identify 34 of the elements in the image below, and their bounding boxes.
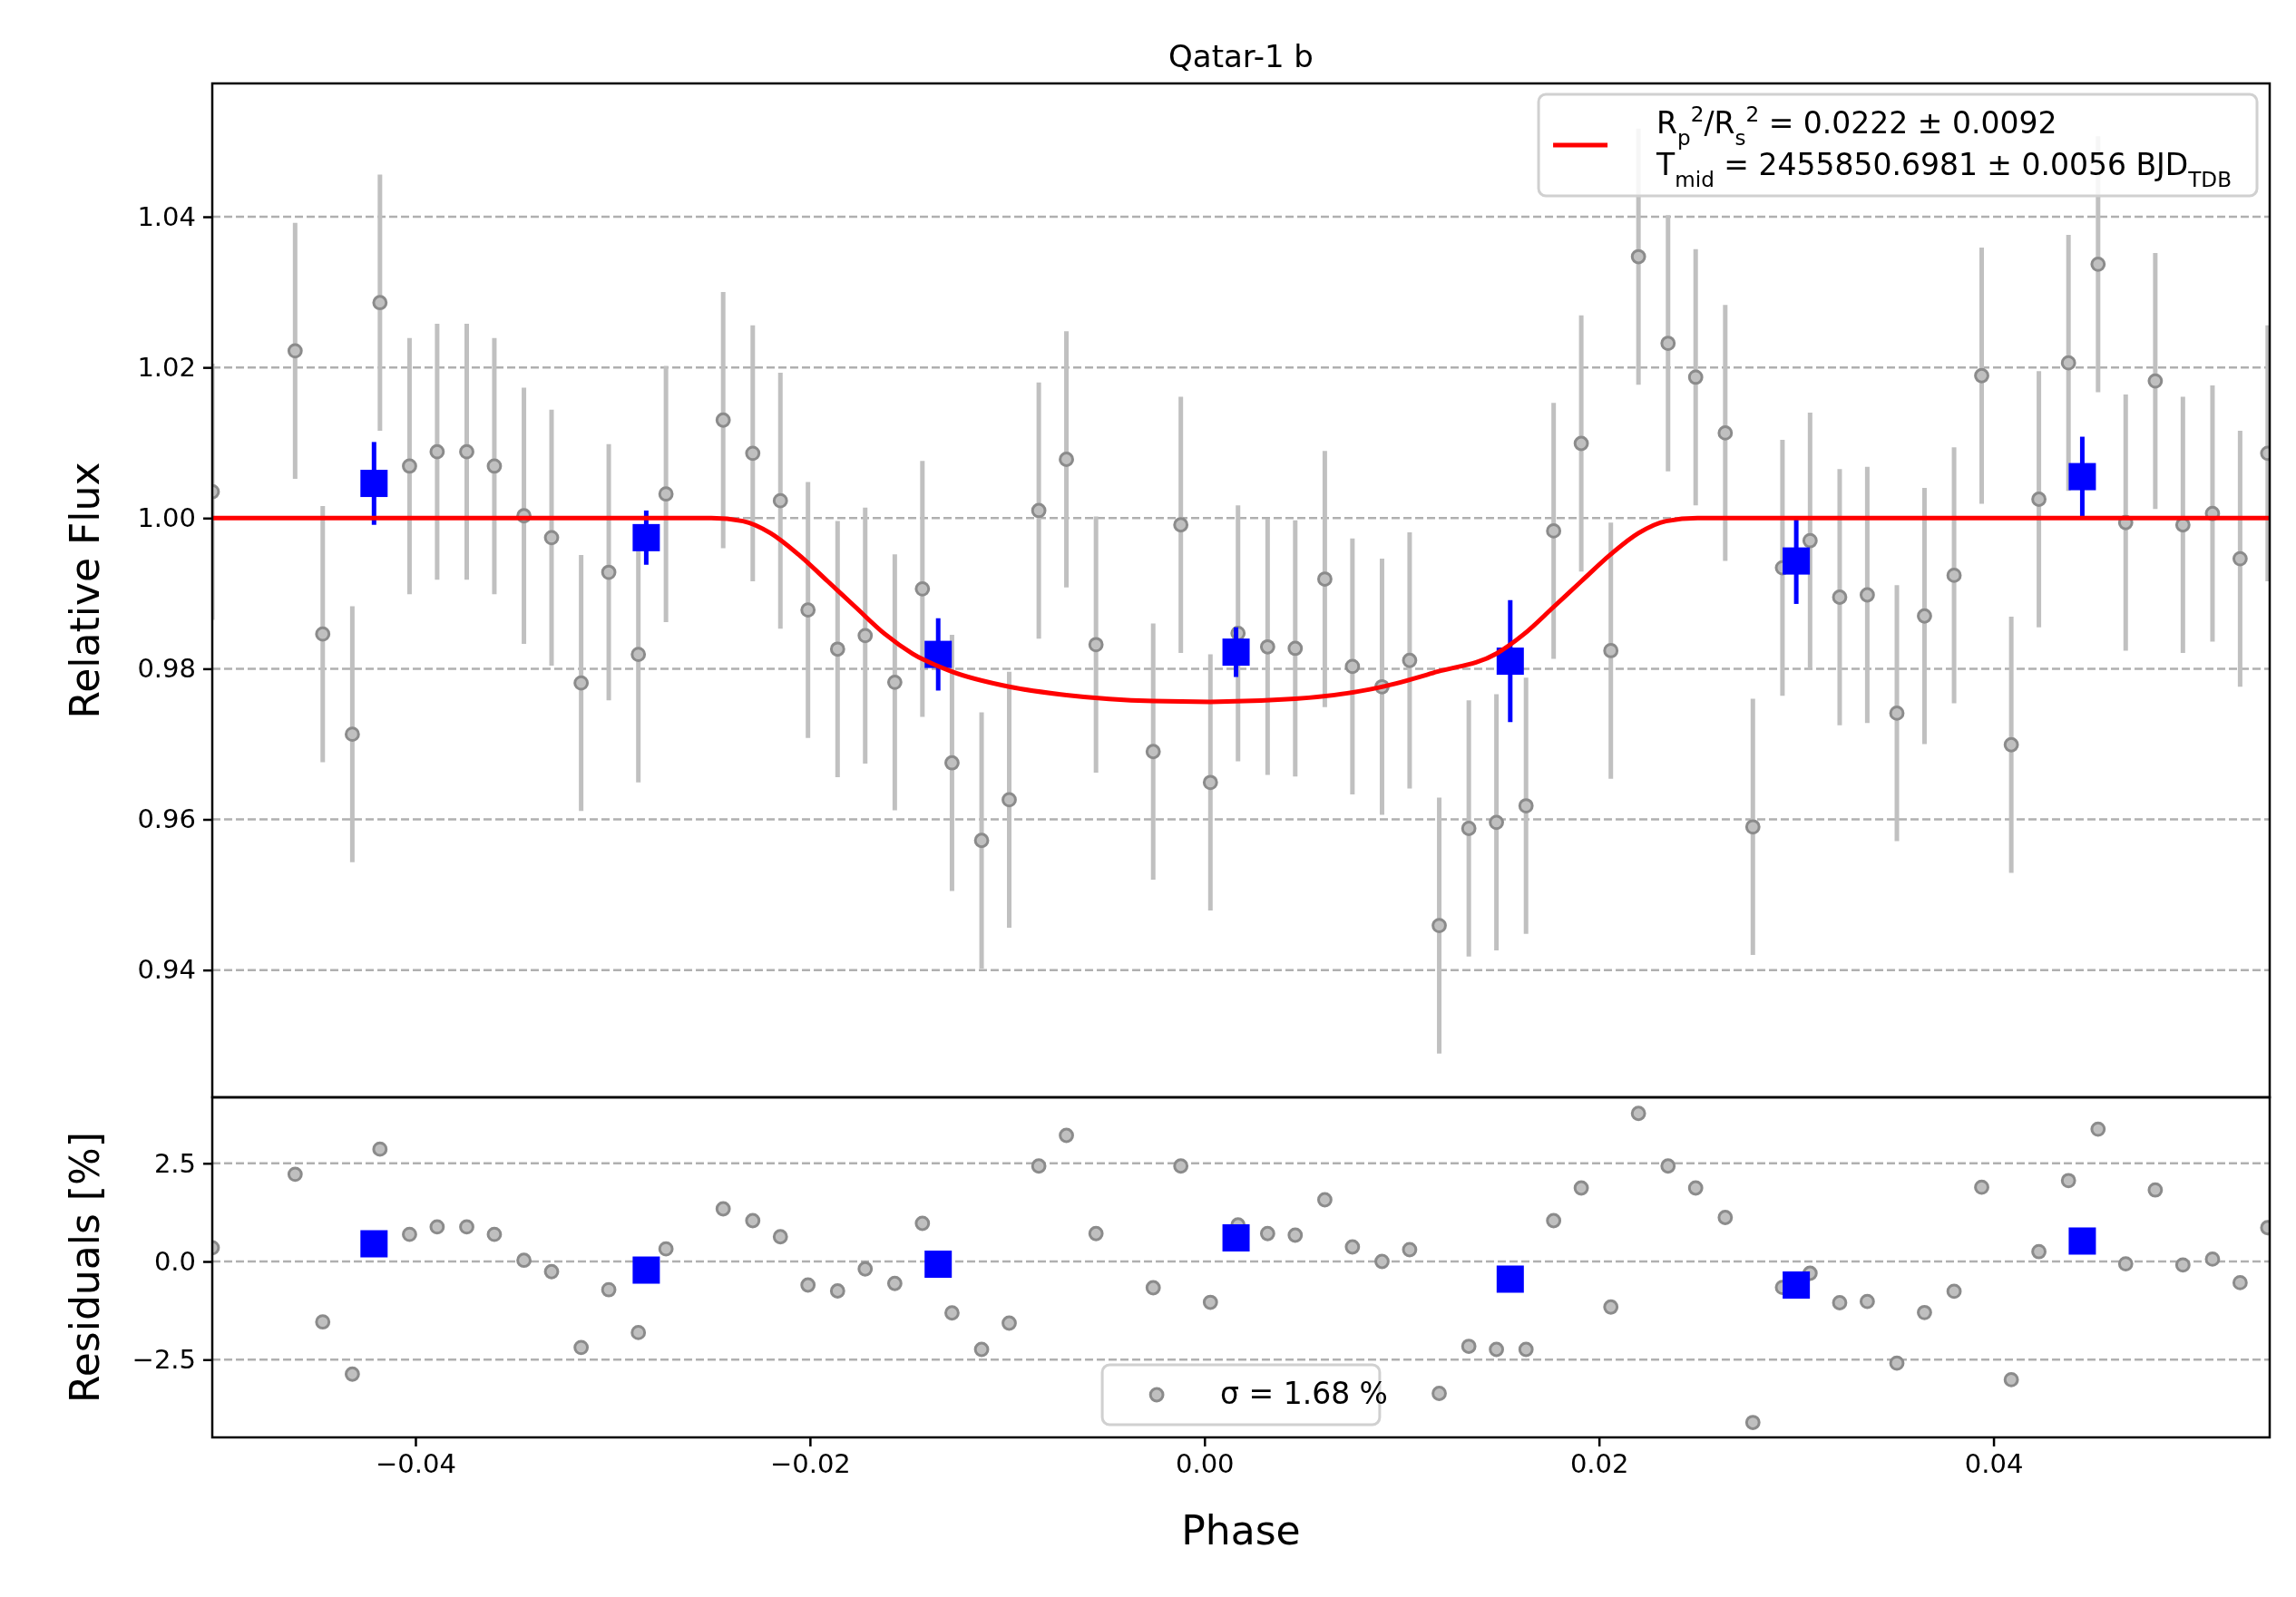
y-tick-label: 1.02 (137, 351, 196, 383)
point (360, 1230, 388, 1258)
point (924, 1251, 953, 1279)
x-tick-label: 0.04 (1964, 1447, 2024, 1479)
x-axis-title: Phase (1181, 1507, 1301, 1553)
y-tick-label: −2.5 (132, 1344, 196, 1376)
y-tick-label: 0.94 (137, 954, 196, 986)
y-tick-label: 0.98 (137, 653, 196, 685)
y-axis-title: Residuals [%] (62, 1132, 108, 1403)
point (632, 1256, 660, 1284)
x-tick-label: −0.04 (376, 1447, 456, 1479)
x-tick-label: −0.02 (769, 1447, 851, 1479)
point (1222, 638, 1250, 667)
point (1783, 1271, 1811, 1299)
point (632, 523, 660, 551)
chart-title: Qatar-1 b (1168, 38, 1314, 74)
point (1496, 648, 1524, 676)
y-tick-label: 1.04 (137, 200, 196, 232)
legend: R$_{p}$$^{2}$/R$_{s}$$^{2}$ = 0.0222 ± 0.0092 T$_{mid}$ = 2455850.6981 ± 0.0056 BJD$_{TDB}$ (1537, 93, 2259, 198)
point (1496, 1265, 1524, 1293)
x-tick-label: 0.02 (1569, 1447, 1629, 1479)
y-axis-title: Relative Flux (62, 462, 108, 719)
point (1222, 1224, 1250, 1252)
point (2068, 463, 2096, 491)
y-tick-label: 2.5 (153, 1147, 196, 1179)
point (360, 470, 388, 498)
y-tick-label: 0.0 (153, 1245, 196, 1277)
x-tick-label: 0.00 (1175, 1447, 1235, 1479)
legend-label: σ = 1.68 % (1220, 1376, 1388, 1412)
y-tick-label: 0.96 (137, 803, 196, 835)
legend: σ = 1.68 % (1100, 1363, 1388, 1427)
point (2068, 1227, 2096, 1255)
y-tick-label: 1.00 (137, 502, 196, 534)
point (1783, 547, 1811, 575)
